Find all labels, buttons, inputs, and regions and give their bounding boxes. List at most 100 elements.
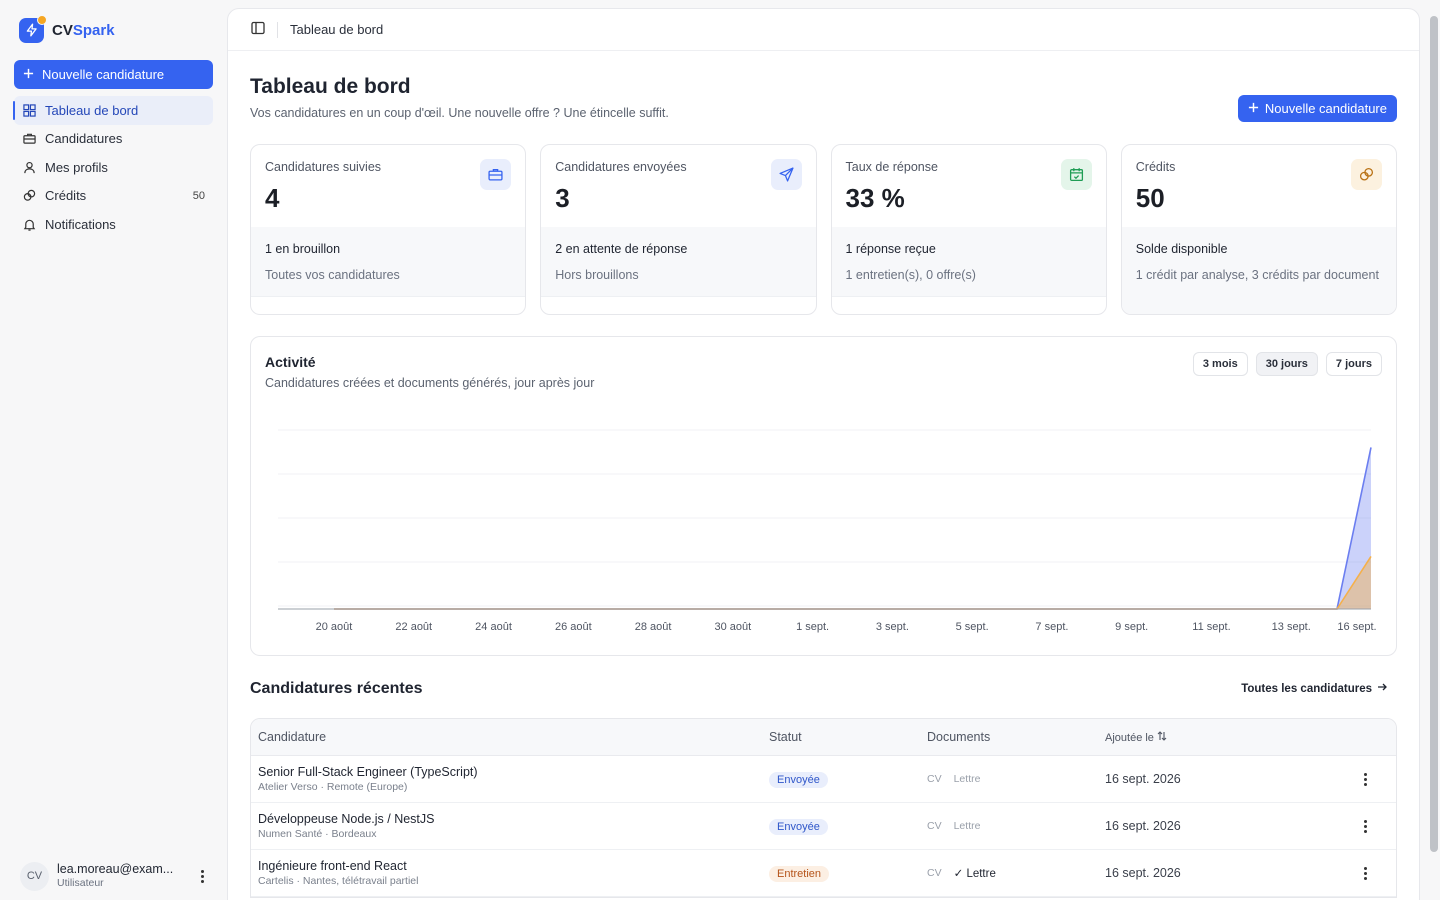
sidebar-item-label: Candidatures [45, 131, 123, 147]
sidebar-item-dashboard[interactable]: Tableau de bord [13, 96, 213, 125]
status-badge: Envoyée [769, 818, 828, 835]
bell-icon [22, 217, 36, 231]
x-tick-label: 7 sept. [1035, 621, 1068, 633]
more-vertical-icon[interactable] [1357, 819, 1373, 833]
all-applications-link[interactable]: Toutes les candidatures [1241, 682, 1387, 695]
doc-letter: Lettre [966, 868, 996, 880]
sidebar-item-notifications[interactable]: Notifications [14, 210, 213, 239]
brand-name: CVSpark [52, 22, 115, 39]
more-vertical-icon[interactable] [1357, 866, 1373, 880]
x-tick-label: 1 sept. [796, 621, 829, 633]
activity-title: Activité [265, 354, 316, 370]
logo-icon [19, 14, 47, 43]
user-email: lea.moreau@exam... [57, 862, 174, 877]
added-date: 16 sept. 2026 [1105, 772, 1181, 786]
x-tick-label: 3 sept. [876, 621, 909, 633]
range-30-days-button[interactable]: 30 jours [1255, 352, 1318, 376]
x-tick-label: 16 sept. [1337, 621, 1376, 633]
doc-letter: Lettre [953, 773, 981, 785]
stat-value: 33 % [845, 183, 905, 213]
sidebar-item-credits[interactable]: Crédits 50 [14, 182, 213, 211]
page-content: Tableau de bord Vos candidatures en un c… [228, 51, 1419, 898]
sidebar-new-application-button[interactable]: Nouvelle candidature [14, 60, 213, 89]
brand[interactable]: CVSpark [14, 0, 212, 60]
more-vertical-icon[interactable] [1357, 772, 1373, 786]
x-tick-label: 20 août [316, 621, 353, 633]
plus-icon [1248, 101, 1259, 116]
series-area-0 [334, 447, 1371, 609]
sidebar-item-label: Crédits [45, 188, 87, 204]
plus-icon [23, 67, 34, 82]
column-header-status: Statut [769, 730, 802, 744]
coins-icon [22, 189, 36, 203]
send-icon [770, 159, 802, 190]
sidebar-nav: Tableau de bord Candidatures Mes profils… [13, 96, 213, 239]
doc-cv: CV [927, 867, 942, 879]
activity-card: Activité Candidatures créées et document… [250, 336, 1397, 656]
briefcase-icon [22, 132, 36, 146]
x-tick-label: 28 août [635, 621, 672, 633]
job-title: Développeuse Node.js / NestJS [258, 812, 435, 826]
topbar-divider [277, 21, 278, 38]
stat-label: Candidatures suivies [265, 160, 382, 174]
sidebar: CVSpark Nouvelle candidature Tableau de … [0, 0, 226, 900]
check-icon: ✓ [953, 868, 964, 880]
stat-detail: Solde disponible [1135, 242, 1228, 256]
sidebar-item-label: Tableau de bord [45, 102, 139, 118]
user-menu[interactable]: CV lea.moreau@exam... Utilisateur [20, 858, 210, 894]
page-subtitle: Vos candidatures en un coup d'œil. Une n… [250, 106, 669, 120]
page-title: Tableau de bord [250, 75, 411, 98]
breadcrumb: Tableau de bord [290, 22, 384, 37]
recent-header: Candidatures récentes Toutes les candida… [250, 656, 1397, 718]
more-vertical-icon[interactable] [194, 869, 210, 883]
recent-table: Candidature Statut Documents Ajoutée le … [250, 718, 1397, 898]
job-title: Senior Full-Stack Engineer (TypeScript) [258, 765, 478, 779]
main-panel: Tableau de bord Tableau de bord Vos cand… [227, 8, 1420, 900]
range-3-months-button[interactable]: 3 mois [1192, 352, 1248, 376]
sidebar-new-application-label: Nouvelle candidature [42, 67, 165, 82]
activity-chart: 20 août 22 août 24 août 26 août 28 août 30 ao… [278, 429, 1377, 633]
new-application-button[interactable]: Nouvelle candidature [1237, 95, 1397, 122]
sidebar-item-label: Mes profils [45, 159, 108, 175]
status-badge: Entretien [769, 865, 830, 882]
doc-cv: CV [927, 820, 942, 832]
column-header-date[interactable]: Ajoutée le [1105, 730, 1335, 744]
table-header: Candidature Statut Documents Ajoutée le [251, 719, 1396, 756]
user-info: lea.moreau@exam... Utilisateur [57, 862, 186, 890]
brand-name-prefix: CV [52, 21, 73, 39]
table-row[interactable]: Senior Full-Stack Engineer (TypeScript) … [251, 756, 1396, 803]
doc-letter: Lettre [953, 820, 981, 832]
doc-letter-ready: ✓ Lettre [954, 866, 996, 880]
x-tick-label: 24 août [475, 621, 512, 633]
status-badge: Envoyée [769, 771, 828, 788]
job-meta: Cartelis · Nantes, télétravail partiel [258, 875, 419, 887]
stat-value: 4 [265, 183, 280, 213]
scrollbar[interactable] [1430, 16, 1438, 852]
new-application-label: Nouvelle candidature [1264, 101, 1387, 116]
sidebar-item-applications[interactable]: Candidatures [14, 125, 213, 154]
sort-icon [1157, 730, 1167, 744]
stat-label: Crédits [1135, 160, 1176, 174]
stat-note: Toutes vos candidatures [265, 268, 400, 282]
range-7-days-button[interactable]: 7 jours [1325, 352, 1382, 376]
recent-title: Candidatures récentes [250, 680, 423, 697]
sidebar-item-profiles[interactable]: Mes profils [14, 153, 213, 182]
sidebar-item-label: Notifications [45, 216, 116, 232]
topbar: Tableau de bord [228, 9, 1419, 51]
doc-cv: CV [927, 773, 942, 785]
x-tick-label: 22 août [395, 621, 432, 633]
avatar: CV [20, 861, 49, 891]
calendar-check-icon [1060, 159, 1092, 190]
added-date: 16 sept. 2026 [1105, 819, 1181, 833]
x-tick-label: 9 sept. [1115, 621, 1148, 633]
credits-count-badge: 50 [192, 189, 205, 202]
table-row[interactable]: Développeuse Node.js / NestJS Numen Sant… [251, 803, 1396, 850]
table-row[interactable]: Ingénieure front-end React Cartelis · Na… [251, 850, 1396, 897]
dashboard-icon [22, 103, 36, 117]
stat-card-credits: Crédits 50 Solde disponible 1 crédit par… [1120, 144, 1397, 315]
column-header-documents: Documents [927, 730, 991, 744]
x-tick-label: 30 août [714, 621, 751, 633]
sidebar-toggle-icon[interactable] [251, 21, 265, 38]
series-line-0 [334, 447, 1372, 610]
